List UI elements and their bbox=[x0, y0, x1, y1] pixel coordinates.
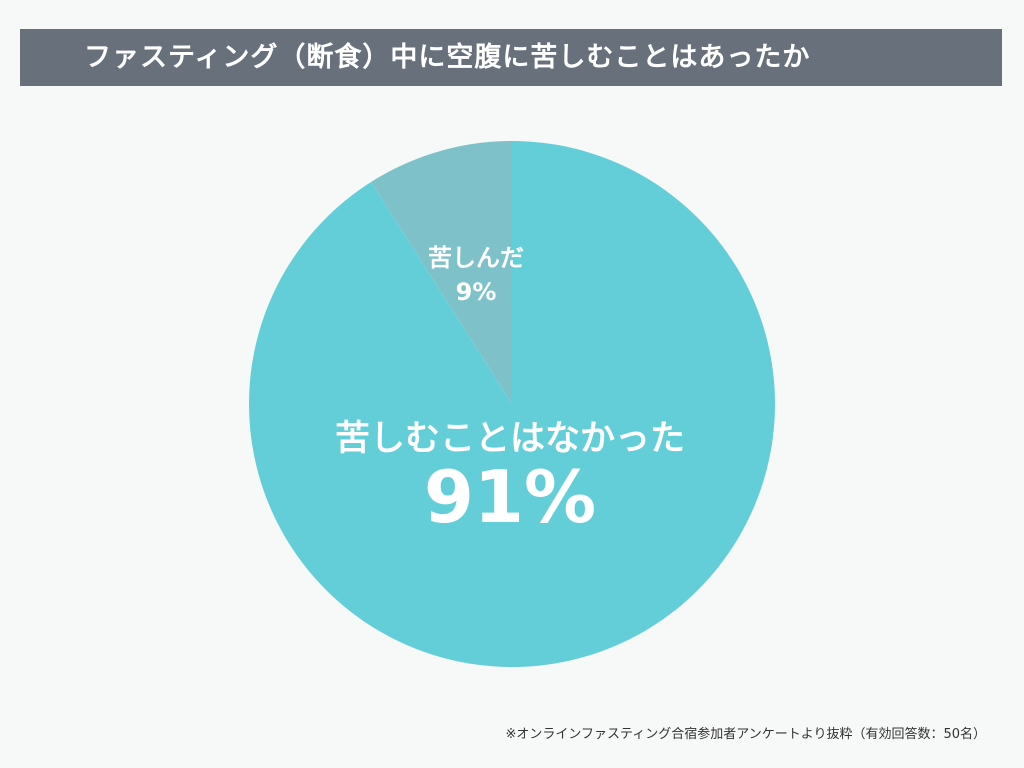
slice-value-not-suffered: 91% bbox=[424, 455, 596, 539]
pie-slice-suffered bbox=[371, 141, 512, 404]
slice-label-suffered: 苦しんだ bbox=[428, 244, 524, 272]
slice-value-suffered: 9% bbox=[456, 278, 497, 306]
footnote: ※オンラインファスティング合宿参加者アンケートより抜粋（有効回答数：50名） bbox=[505, 727, 987, 742]
pie-slice-not-suffered bbox=[248, 141, 775, 667]
chart-title: ファスティング（断食）中に空腹に苦しむことはあったか bbox=[20, 29, 1002, 86]
slice-label-not-suffered: 苦しむことはなかった bbox=[335, 419, 685, 459]
